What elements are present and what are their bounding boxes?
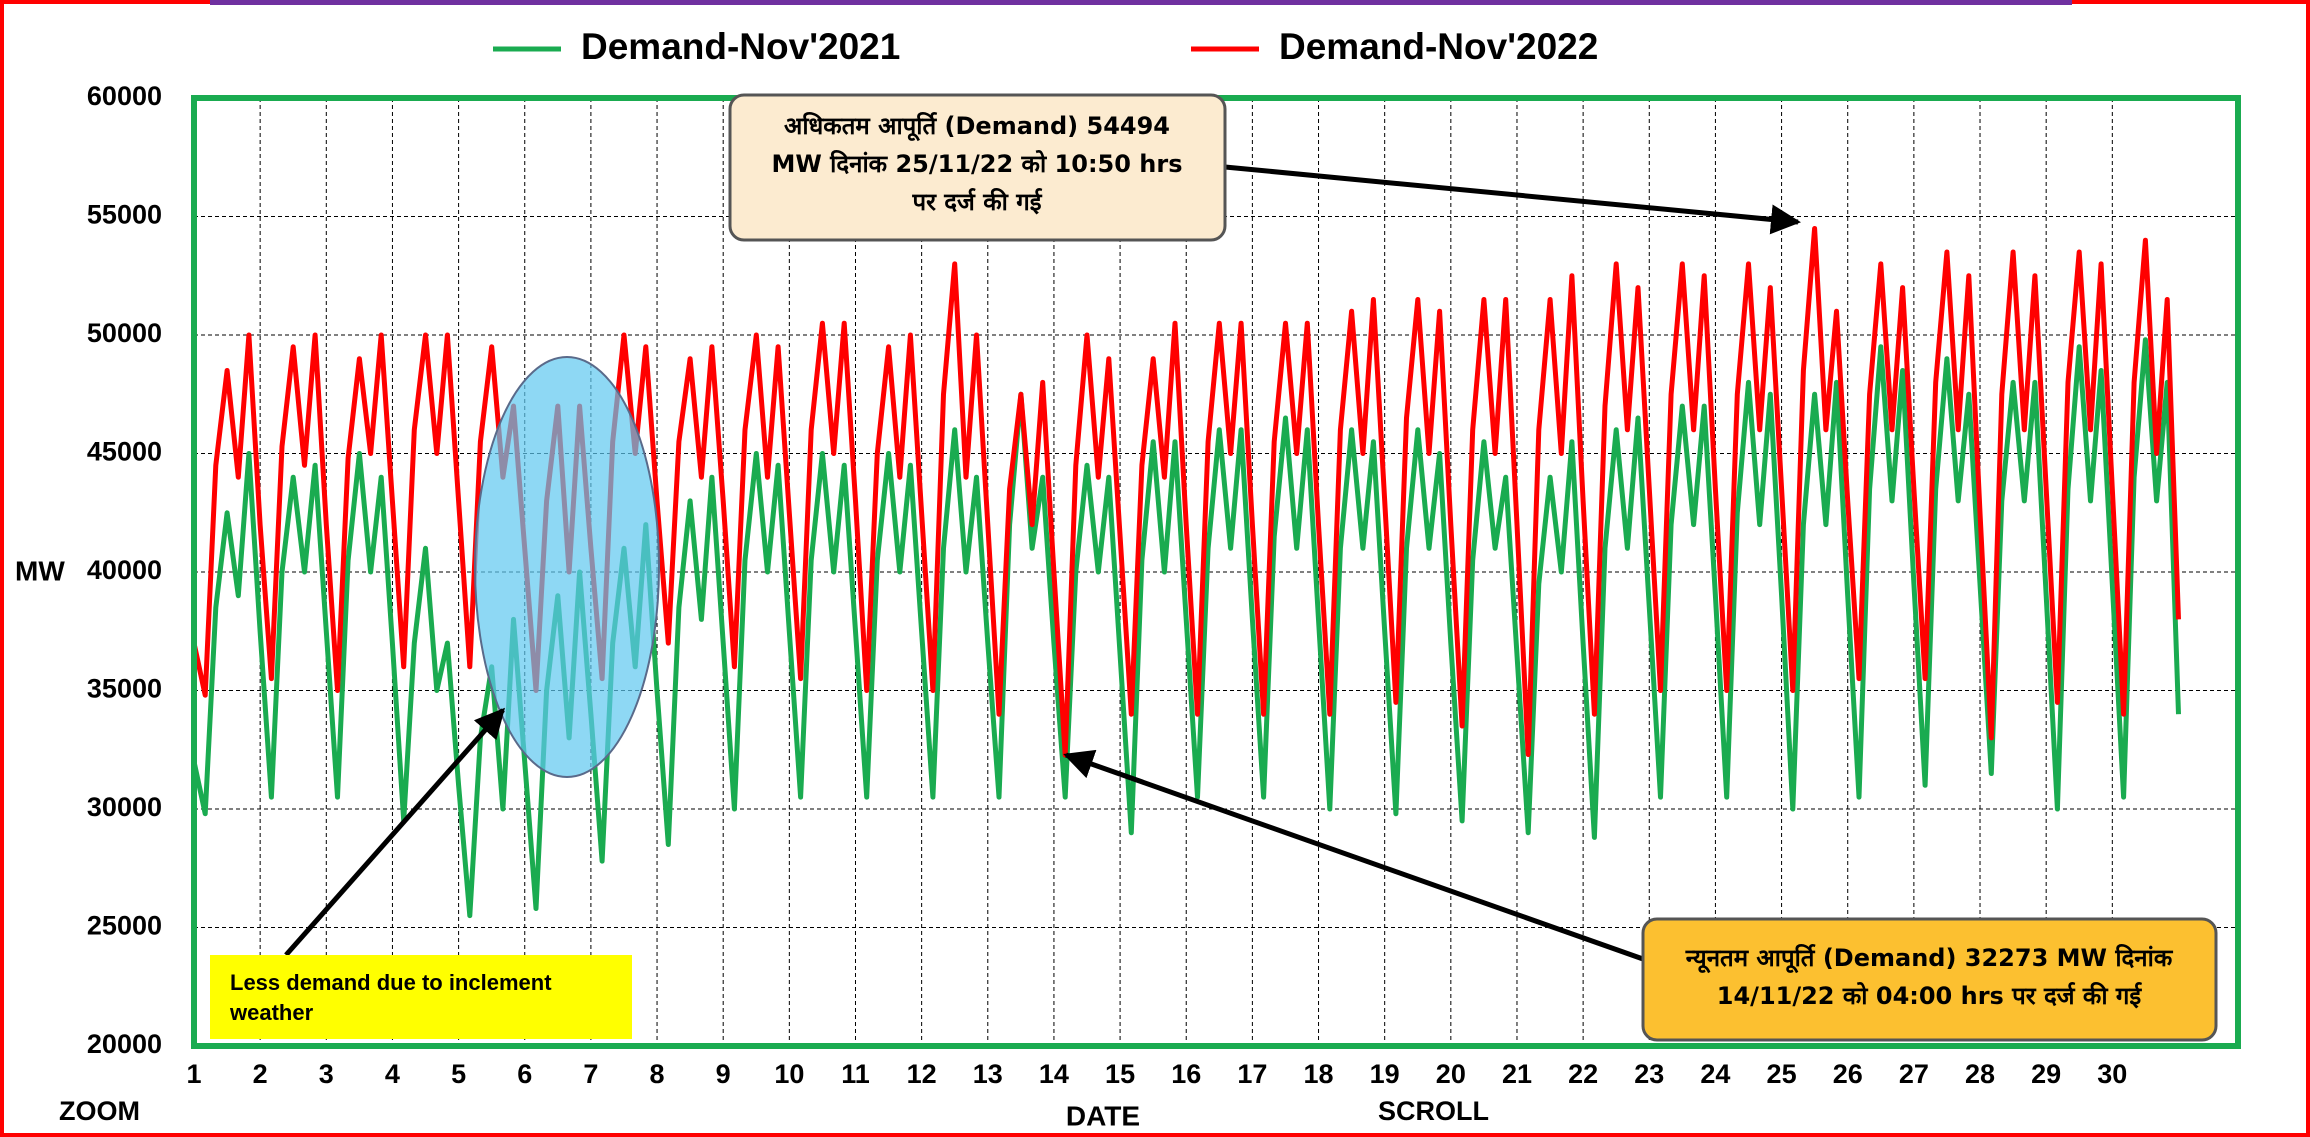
legend-label: Demand-Nov'2022 bbox=[1279, 26, 1598, 67]
series-line bbox=[191, 337, 2181, 919]
y-tick-label: 55000 bbox=[87, 200, 162, 230]
annotation-text: weather bbox=[229, 1000, 314, 1025]
x-tick-label: 22 bbox=[1568, 1059, 1598, 1089]
arrow bbox=[1224, 164, 1801, 235]
y-tick-label: 30000 bbox=[87, 792, 162, 822]
x-tick-label: 12 bbox=[907, 1059, 937, 1089]
arrow bbox=[1063, 749, 1644, 962]
y-tick-label: 60000 bbox=[87, 81, 162, 111]
y-tick-label: 35000 bbox=[87, 674, 162, 704]
x-tick-label: 20 bbox=[1436, 1059, 1466, 1089]
labels: 20000 25000 30000 35000 40000 45000 50000 55000… bbox=[15, 26, 2174, 1132]
y-axis-label: MW bbox=[15, 555, 65, 586]
x-tick-label: 4 bbox=[385, 1059, 400, 1089]
legend-label: Demand-Nov'2021 bbox=[581, 26, 900, 67]
zoom-control: ZOOM bbox=[59, 1096, 140, 1126]
annotation-box bbox=[728, 93, 1227, 242]
x-axis-label: DATE bbox=[1066, 1100, 1140, 1131]
annotation-text: पर दर्ज की गई bbox=[911, 188, 1042, 216]
y-tick-label: 50000 bbox=[87, 318, 162, 348]
x-tick-label: 13 bbox=[973, 1059, 1003, 1089]
x-tick-label: 17 bbox=[1237, 1059, 1267, 1089]
annotation-text: अधिकतम आपूर्ति (Demand) 54494 bbox=[784, 112, 1170, 142]
x-tick-label: 23 bbox=[1634, 1059, 1664, 1089]
x-tick-label: 28 bbox=[1965, 1059, 1995, 1089]
x-tick-label: 1 bbox=[186, 1059, 201, 1089]
x-tick-label: 7 bbox=[583, 1059, 598, 1089]
annotation-text: न्यूनतम आपूर्ति (Demand) 32273 MW दिनांक bbox=[1685, 944, 2174, 974]
x-tick-label: 26 bbox=[1833, 1059, 1863, 1089]
x-tick-label: 8 bbox=[650, 1059, 665, 1089]
x-tick-label: 5 bbox=[451, 1059, 466, 1089]
x-tick-label: 16 bbox=[1171, 1059, 1201, 1089]
x-tick-label: 2 bbox=[253, 1059, 268, 1089]
arrow bbox=[284, 707, 505, 957]
top-bar bbox=[210, 0, 2072, 5]
annotation-text: Less demand due to inclement bbox=[230, 970, 552, 995]
annotation-text: MW दिनांक 25/11/22 को 10:50 hrs bbox=[771, 150, 1182, 178]
annotation-box bbox=[210, 955, 632, 1039]
y-tick-label: 40000 bbox=[87, 555, 162, 585]
highlight-ellipse bbox=[474, 356, 660, 778]
annotation-text: 14/11/22 को 04:00 hrs पर दर्ज की गई bbox=[1717, 982, 2143, 1010]
x-tick-label: 19 bbox=[1370, 1059, 1400, 1089]
y-tick-label: 25000 bbox=[87, 911, 162, 941]
x-tick-label: 14 bbox=[1039, 1059, 1069, 1089]
x-tick-label: 27 bbox=[1899, 1059, 1929, 1089]
y-tick-label: 20000 bbox=[87, 1029, 162, 1059]
x-tick-label: 24 bbox=[1700, 1059, 1730, 1089]
x-tick-label: 3 bbox=[319, 1059, 334, 1089]
x-tick-label: 11 bbox=[841, 1059, 870, 1089]
x-tick-label: 29 bbox=[2031, 1059, 2061, 1089]
x-tick-label: 6 bbox=[517, 1059, 532, 1089]
scroll-control: SCROLL bbox=[1378, 1096, 1489, 1126]
annotation-box bbox=[1641, 917, 2218, 1042]
x-tick-label: 15 bbox=[1105, 1059, 1135, 1089]
x-tick-label: 18 bbox=[1304, 1059, 1334, 1089]
x-tick-label: 21 bbox=[1502, 1059, 1532, 1089]
x-tick-label: 25 bbox=[1767, 1059, 1797, 1089]
x-tick-label: 30 bbox=[2097, 1059, 2127, 1089]
x-tick-label: 9 bbox=[716, 1059, 731, 1089]
y-tick-label: 45000 bbox=[87, 437, 162, 467]
x-tick-label: 10 bbox=[774, 1059, 804, 1089]
